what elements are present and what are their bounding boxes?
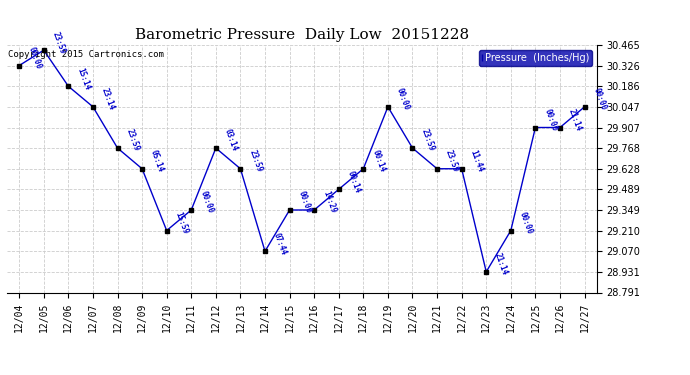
- Text: 05:14: 05:14: [149, 149, 166, 174]
- Text: 00:00: 00:00: [297, 190, 313, 215]
- Text: 00:00: 00:00: [198, 190, 215, 215]
- Text: 07:44: 07:44: [272, 231, 288, 256]
- Text: 23:59: 23:59: [248, 149, 264, 174]
- Text: 15:59: 15:59: [174, 210, 190, 236]
- Text: 00:00: 00:00: [518, 210, 534, 236]
- Text: Copyright 2015 Cartronics.com: Copyright 2015 Cartronics.com: [8, 50, 164, 59]
- Text: 23:59: 23:59: [444, 149, 460, 174]
- Text: 23:14: 23:14: [100, 87, 116, 112]
- Text: 23:59: 23:59: [420, 128, 436, 153]
- Text: 03:14: 03:14: [223, 128, 239, 153]
- Text: 23:59: 23:59: [124, 128, 141, 153]
- Text: 11:44: 11:44: [469, 149, 485, 174]
- Title: Barometric Pressure  Daily Low  20151228: Barometric Pressure Daily Low 20151228: [135, 28, 469, 42]
- Text: 00:00: 00:00: [26, 45, 43, 70]
- Text: 00:00: 00:00: [591, 87, 608, 112]
- Text: 14:29: 14:29: [321, 190, 337, 215]
- Text: 21:14: 21:14: [493, 252, 509, 277]
- Text: 00:14: 00:14: [371, 149, 386, 174]
- Text: 21:14: 21:14: [567, 108, 583, 132]
- Text: 00:00: 00:00: [542, 108, 559, 132]
- Legend: Pressure  (Inches/Hg): Pressure (Inches/Hg): [479, 50, 592, 66]
- Text: 00:14: 00:14: [346, 169, 362, 194]
- Text: 15:14: 15:14: [75, 66, 92, 91]
- Text: 00:00: 00:00: [395, 87, 411, 112]
- Text: 23:59: 23:59: [51, 30, 67, 55]
